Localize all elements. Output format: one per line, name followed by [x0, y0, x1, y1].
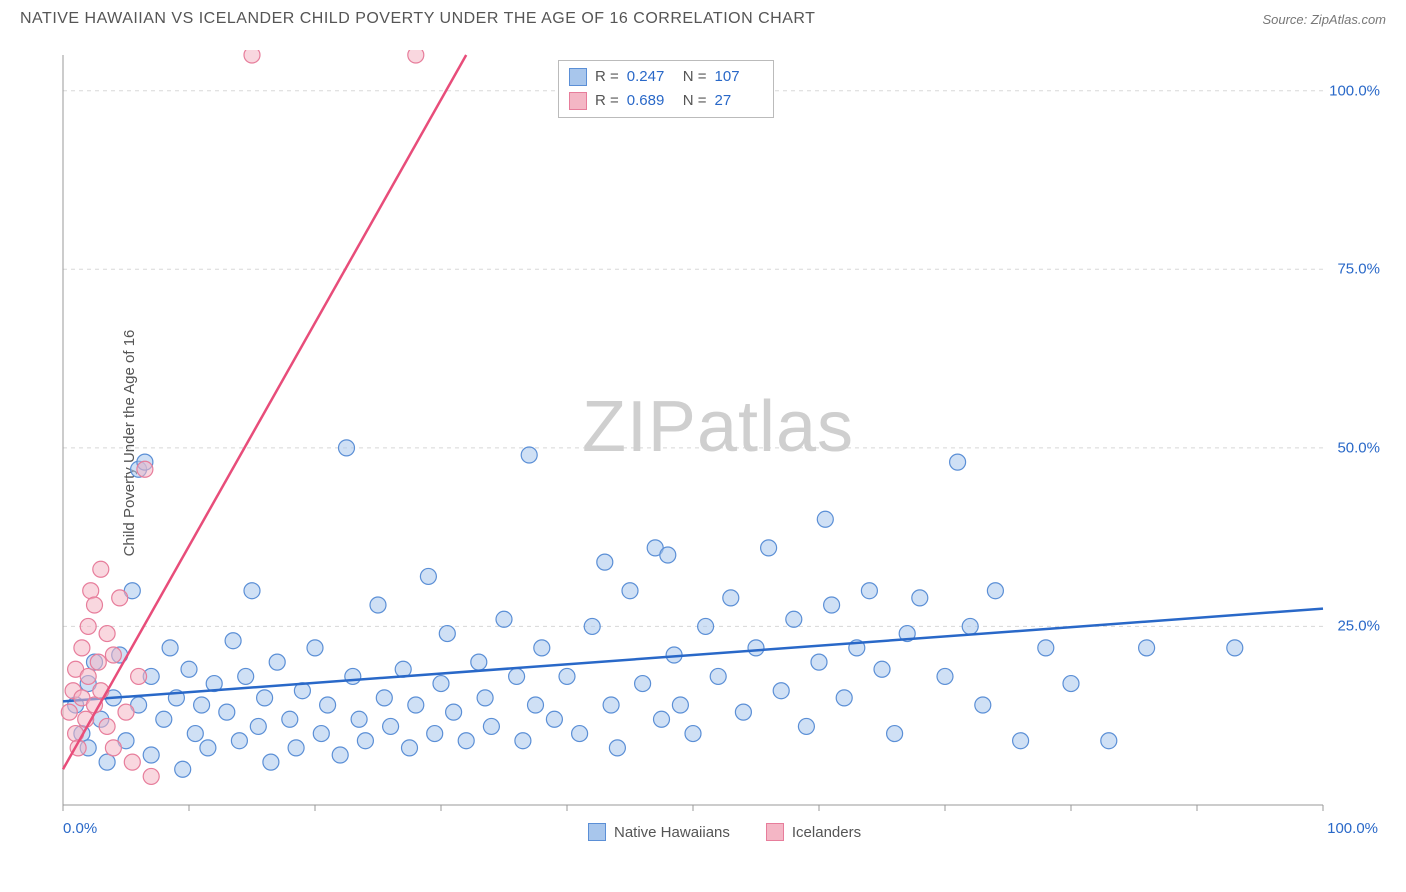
series-legend: Native Hawaiians Icelanders [588, 823, 861, 841]
r-label: R = [595, 65, 619, 89]
swatch-icelander [569, 92, 587, 110]
scatter-chart-svg [58, 50, 1378, 835]
plot-area: ZIPatlas R = 0.247 N = 107 R = 0.689 N =… [58, 50, 1378, 835]
n-label: N = [683, 89, 707, 113]
legend-item-icelander: Icelanders [766, 823, 861, 841]
y-tick-label: 100.0% [1329, 82, 1380, 99]
n-value-hawaiian: 107 [715, 65, 763, 89]
legend-label-icelander: Icelanders [792, 824, 861, 841]
r-value-hawaiian: 0.247 [627, 65, 675, 89]
stats-row-hawaiian: R = 0.247 N = 107 [569, 65, 763, 89]
x-axis-min-label: 0.0% [63, 820, 97, 837]
swatch-hawaiian [569, 68, 587, 86]
r-value-icelander: 0.689 [627, 89, 675, 113]
x-axis-max-label: 100.0% [1327, 820, 1378, 837]
y-tick-label: 75.0% [1337, 261, 1380, 278]
chart-title: NATIVE HAWAIIAN VS ICELANDER CHILD POVER… [20, 10, 815, 28]
y-tick-label: 50.0% [1337, 439, 1380, 456]
legend-item-hawaiian: Native Hawaiians [588, 823, 730, 841]
y-tick-label: 25.0% [1337, 618, 1380, 635]
stats-legend: R = 0.247 N = 107 R = 0.689 N = 27 [558, 60, 774, 118]
legend-swatch-hawaiian [588, 823, 606, 841]
source-attribution: Source: ZipAtlas.com [1262, 12, 1386, 27]
chart-container: Child Poverty Under the Age of 16 ZIPatl… [48, 50, 1388, 835]
legend-label-hawaiian: Native Hawaiians [614, 824, 730, 841]
n-label: N = [683, 65, 707, 89]
legend-swatch-icelander [766, 823, 784, 841]
r-label: R = [595, 89, 619, 113]
n-value-icelander: 27 [715, 89, 763, 113]
stats-row-icelander: R = 0.689 N = 27 [569, 89, 763, 113]
